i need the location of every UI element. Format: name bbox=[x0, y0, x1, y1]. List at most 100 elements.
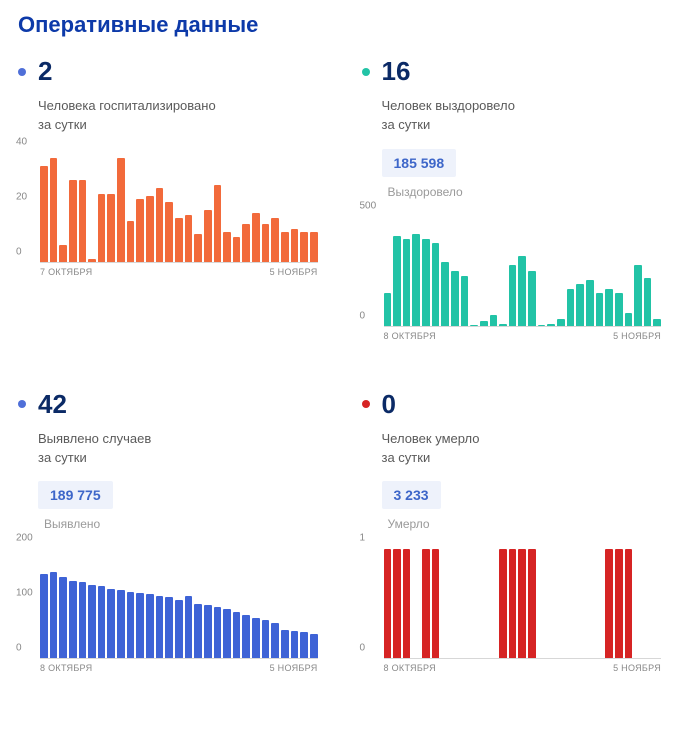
bar bbox=[422, 239, 430, 326]
bar bbox=[432, 243, 440, 326]
bar bbox=[156, 596, 164, 659]
bar bbox=[262, 620, 270, 658]
bar bbox=[146, 196, 154, 261]
y-tick-label: 0 bbox=[16, 643, 22, 654]
bar bbox=[310, 232, 318, 262]
bar bbox=[79, 582, 87, 658]
bar bbox=[384, 293, 392, 326]
bar bbox=[499, 549, 507, 658]
bar bbox=[50, 158, 58, 262]
y-tick-label: 0 bbox=[360, 310, 366, 321]
cumulative-label: Умерло bbox=[388, 517, 662, 531]
chart-recovered: 05008 ОКТЯБРЯ5 НОЯБРЯ bbox=[362, 217, 662, 341]
bar bbox=[596, 293, 604, 326]
bars-area bbox=[40, 549, 318, 659]
bar bbox=[204, 605, 212, 658]
bar bbox=[194, 234, 202, 261]
subtitle-line: Человека госпитализировано bbox=[38, 98, 216, 113]
bar bbox=[557, 319, 565, 326]
y-axis: 01 bbox=[360, 549, 382, 659]
bar bbox=[393, 236, 401, 325]
bar bbox=[185, 215, 193, 261]
bar bbox=[127, 592, 135, 658]
bar bbox=[291, 631, 299, 658]
bar bbox=[412, 234, 420, 326]
x-axis: 8 ОКТЯБРЯ5 НОЯБРЯ bbox=[40, 663, 318, 673]
bar bbox=[88, 585, 96, 659]
stat-subtitle: Человека госпитализировано за сутки bbox=[38, 97, 318, 135]
bar bbox=[509, 265, 517, 326]
y-axis: 0500 bbox=[360, 217, 382, 327]
bar bbox=[518, 549, 526, 658]
card-deaths: 0 Человек умерло за сутки 3 233 Умерло 0… bbox=[362, 389, 662, 674]
bar bbox=[499, 324, 507, 326]
bullet-icon bbox=[362, 68, 370, 76]
subtitle-line: Человек умерло bbox=[382, 431, 480, 446]
x-axis: 7 ОКТЯБРЯ5 НОЯБРЯ bbox=[40, 267, 318, 277]
bar bbox=[300, 632, 308, 658]
x-axis: 8 ОКТЯБРЯ 5 НОЯБРЯ bbox=[384, 663, 662, 673]
y-tick-label: 0 bbox=[16, 246, 22, 257]
bar bbox=[117, 590, 125, 658]
bullet-icon bbox=[362, 400, 370, 408]
x-end-label: 5 НОЯБРЯ bbox=[613, 663, 661, 673]
card-head: 0 bbox=[362, 389, 662, 420]
bar bbox=[136, 199, 144, 262]
stats-grid: 2 Человека госпитализировано за сутки 0 2… bbox=[18, 56, 661, 673]
bar bbox=[490, 315, 498, 326]
chart-deaths: 018 ОКТЯБРЯ 5 НОЯБРЯ bbox=[362, 549, 662, 673]
bar bbox=[204, 210, 212, 262]
bar bbox=[175, 218, 183, 262]
card-detected: 42 Выявлено случаев за сутки 189 775 Выя… bbox=[18, 389, 318, 674]
card-head: 16 bbox=[362, 56, 662, 87]
bar bbox=[634, 265, 642, 326]
bar bbox=[625, 549, 633, 658]
x-start-label: 8 ОКТЯБРЯ bbox=[384, 663, 436, 673]
x-end-label: 5 НОЯБРЯ bbox=[270, 267, 318, 277]
stat-subtitle: Человек умерло за сутки bbox=[382, 430, 662, 468]
bar bbox=[233, 612, 241, 658]
bar bbox=[214, 185, 222, 261]
stat-subtitle: Выявлено случаев за сутки bbox=[38, 430, 318, 468]
bar bbox=[175, 600, 183, 659]
card-head: 2 bbox=[18, 56, 318, 87]
bars-area bbox=[384, 217, 662, 327]
bar bbox=[310, 634, 318, 658]
bar bbox=[88, 259, 96, 262]
bar bbox=[98, 194, 106, 262]
bar bbox=[403, 549, 411, 658]
cumulative-badge: 189 775 bbox=[38, 481, 113, 509]
x-end-label: 5 НОЯБРЯ bbox=[613, 331, 661, 341]
subtitle-line: за сутки bbox=[38, 450, 87, 465]
bar bbox=[79, 180, 87, 262]
stat-number: 16 bbox=[382, 56, 411, 87]
bullet-icon bbox=[18, 400, 26, 408]
bar bbox=[146, 594, 154, 658]
bar bbox=[223, 232, 231, 262]
bar bbox=[567, 289, 575, 326]
bar bbox=[528, 549, 536, 658]
y-tick-label: 1 bbox=[360, 533, 366, 544]
y-tick-label: 200 bbox=[16, 533, 33, 544]
bar bbox=[271, 218, 279, 262]
cumulative-badge: 3 233 bbox=[382, 481, 441, 509]
y-tick-label: 100 bbox=[16, 588, 33, 599]
bar bbox=[69, 180, 77, 262]
bar bbox=[384, 549, 392, 658]
bar bbox=[518, 256, 526, 326]
subtitle-line: за сутки bbox=[382, 117, 431, 132]
y-tick-label: 0 bbox=[360, 643, 366, 654]
bar bbox=[98, 586, 106, 658]
card-recovered: 16 Человек выздоровело за сутки 185 598 … bbox=[362, 56, 662, 341]
bar bbox=[644, 278, 652, 326]
bar bbox=[107, 194, 115, 262]
bar bbox=[451, 271, 459, 326]
bar bbox=[586, 280, 594, 326]
bar bbox=[50, 572, 58, 658]
bar bbox=[252, 213, 260, 262]
bar bbox=[156, 188, 164, 262]
card-hospitalized: 2 Человека госпитализировано за сутки 02… bbox=[18, 56, 318, 341]
bars-area bbox=[384, 549, 662, 659]
subtitle-line: за сутки bbox=[382, 450, 431, 465]
stat-number: 2 bbox=[38, 56, 52, 87]
